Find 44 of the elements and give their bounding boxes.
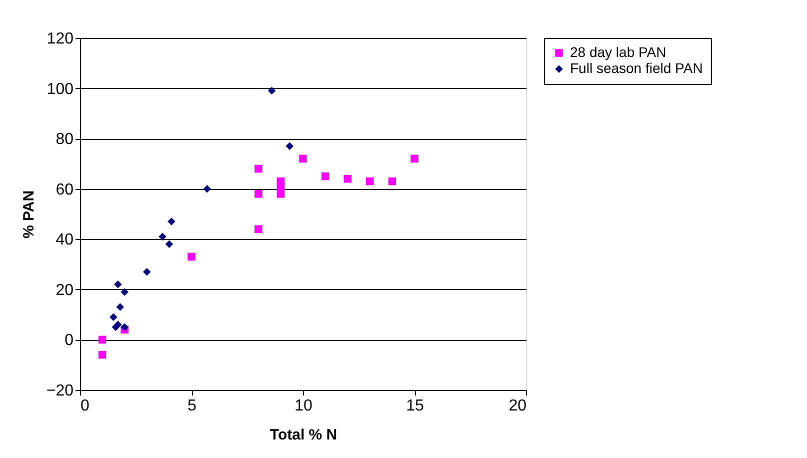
point bbox=[276, 182, 285, 190]
legend-label: Full season field PAN bbox=[570, 60, 703, 76]
y-tick-label: 60 bbox=[56, 181, 74, 198]
point bbox=[165, 240, 174, 248]
x-tick-label: 10 bbox=[294, 398, 312, 414]
point bbox=[116, 303, 124, 311]
x-tick-label: 5 bbox=[188, 398, 197, 414]
point bbox=[321, 172, 330, 180]
y-tick-label: 80 bbox=[56, 131, 74, 148]
point bbox=[188, 252, 196, 261]
point bbox=[254, 164, 262, 173]
point bbox=[366, 177, 374, 186]
point bbox=[114, 280, 122, 288]
point bbox=[344, 174, 352, 183]
point bbox=[388, 177, 396, 186]
y-tick-label: 40 bbox=[56, 232, 74, 249]
point bbox=[299, 154, 307, 163]
point bbox=[410, 154, 418, 163]
point bbox=[168, 218, 176, 226]
x-tick-label: 15 bbox=[406, 398, 424, 414]
point bbox=[114, 320, 122, 328]
point bbox=[143, 268, 151, 276]
x-axis-title: Total % N bbox=[270, 426, 338, 444]
x-tick-label: 0 bbox=[80, 398, 90, 414]
point bbox=[98, 350, 106, 359]
y-tick-label: 0 bbox=[64, 332, 74, 350]
y-tick-label: 120 bbox=[46, 30, 74, 48]
y-tick-label: −20 bbox=[46, 382, 74, 400]
legend-label: 28 day lab PAN bbox=[570, 44, 666, 60]
y-axis-title: % PAN bbox=[20, 190, 38, 239]
point bbox=[254, 190, 262, 198]
point bbox=[158, 232, 166, 240]
y-tick-label: 100 bbox=[46, 80, 74, 98]
y-tick-label: 20 bbox=[56, 282, 74, 299]
point bbox=[203, 184, 211, 193]
point bbox=[120, 288, 128, 296]
point bbox=[276, 190, 285, 198]
point bbox=[110, 313, 118, 321]
point bbox=[120, 323, 128, 332]
x-tick-label: 20 bbox=[508, 398, 527, 414]
point bbox=[254, 225, 262, 233]
point bbox=[268, 86, 276, 95]
point bbox=[286, 142, 294, 150]
point bbox=[98, 336, 106, 344]
